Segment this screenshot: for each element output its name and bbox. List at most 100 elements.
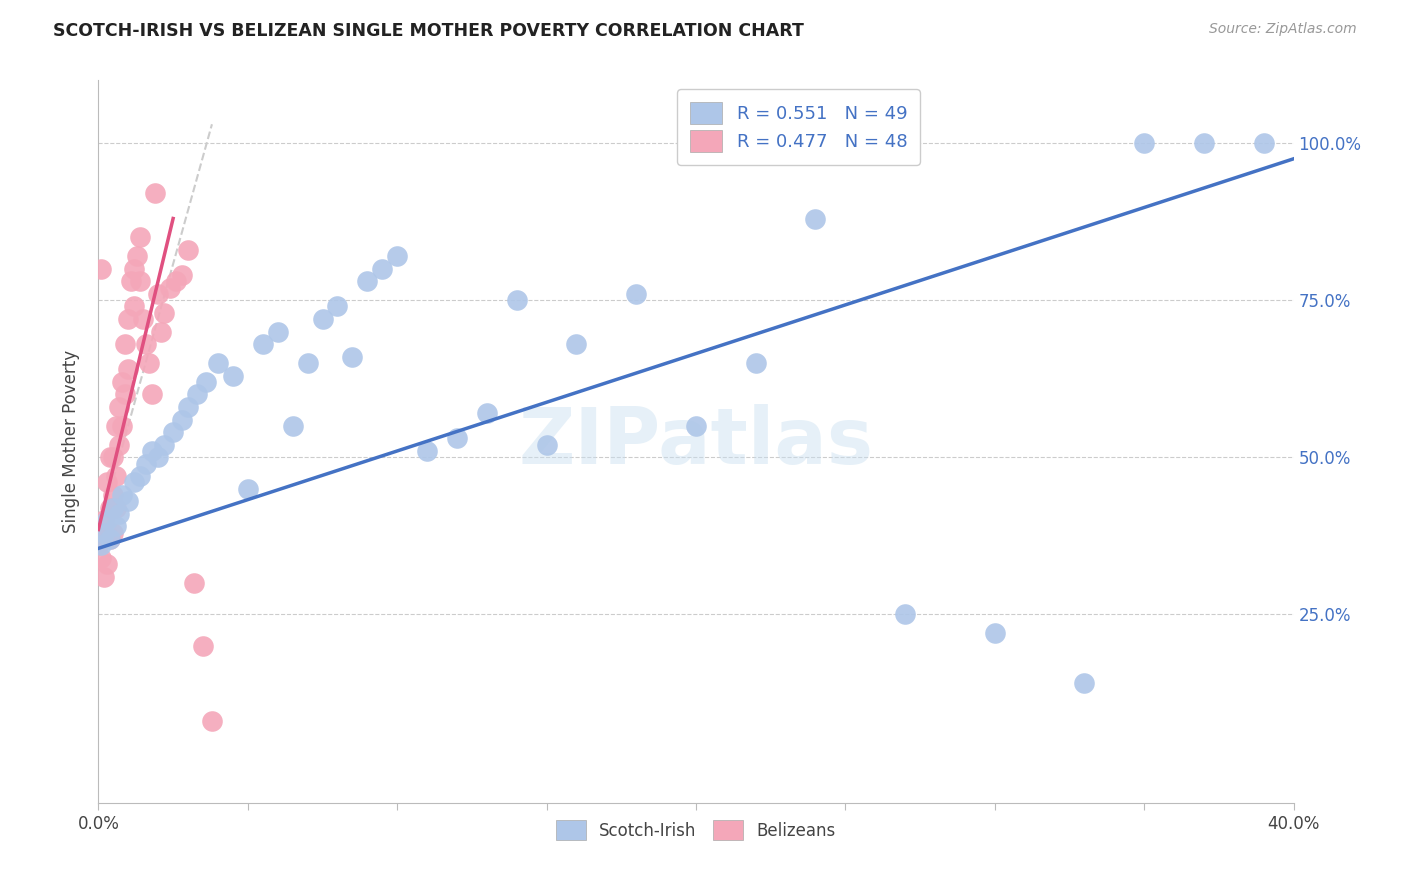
Point <box>111 488 134 502</box>
Text: ZIPatlas: ZIPatlas <box>519 403 873 480</box>
Point <box>108 507 131 521</box>
Point <box>165 274 187 288</box>
Point <box>984 626 1007 640</box>
Point <box>281 418 304 433</box>
Point <box>129 274 152 288</box>
Point <box>138 356 160 370</box>
Point <box>96 475 118 490</box>
Point <box>93 532 115 546</box>
Point <box>105 418 128 433</box>
Point <box>114 387 136 401</box>
Point <box>108 438 131 452</box>
Point <box>153 438 176 452</box>
Point <box>1192 136 1215 150</box>
Point <box>385 249 409 263</box>
Point <box>114 337 136 351</box>
Point <box>105 500 128 515</box>
Point <box>236 482 259 496</box>
Point <box>87 538 110 552</box>
Point <box>124 261 146 276</box>
Point <box>96 557 118 571</box>
Point <box>96 525 118 540</box>
Point <box>90 550 112 565</box>
Point <box>96 513 118 527</box>
Point <box>117 312 139 326</box>
Point <box>626 286 648 301</box>
Point <box>162 425 184 439</box>
Point <box>111 375 134 389</box>
Point <box>685 418 707 433</box>
Point <box>135 337 157 351</box>
Point <box>103 488 125 502</box>
Point <box>177 400 200 414</box>
Point <box>506 293 529 308</box>
Point <box>98 532 122 546</box>
Point <box>191 639 214 653</box>
Point <box>153 306 176 320</box>
Point <box>804 211 827 226</box>
Point <box>124 475 146 490</box>
Point <box>141 444 163 458</box>
Point <box>135 457 157 471</box>
Point <box>103 525 125 540</box>
Point <box>105 519 128 533</box>
Point <box>98 450 122 465</box>
Point <box>172 412 194 426</box>
Point <box>90 261 112 276</box>
Text: Source: ZipAtlas.com: Source: ZipAtlas.com <box>1209 22 1357 37</box>
Point <box>148 450 170 465</box>
Point <box>371 261 394 276</box>
Point <box>150 325 173 339</box>
Point <box>745 356 768 370</box>
Point <box>127 249 149 263</box>
Point <box>342 350 364 364</box>
Point <box>195 375 218 389</box>
Point <box>93 569 115 583</box>
Text: SCOTCH-IRISH VS BELIZEAN SINGLE MOTHER POVERTY CORRELATION CHART: SCOTCH-IRISH VS BELIZEAN SINGLE MOTHER P… <box>53 22 804 40</box>
Point <box>90 538 112 552</box>
Point <box>148 286 170 301</box>
Point <box>536 438 558 452</box>
Point <box>1133 136 1156 150</box>
Point <box>1073 676 1095 690</box>
Legend: Scotch-Irish, Belizeans: Scotch-Irish, Belizeans <box>548 812 844 848</box>
Point <box>98 532 122 546</box>
Point <box>183 575 205 590</box>
Point <box>311 312 333 326</box>
Point <box>475 406 498 420</box>
Point <box>159 280 181 294</box>
Point <box>108 400 131 414</box>
Point <box>111 418 134 433</box>
Point <box>446 431 468 445</box>
Point <box>143 186 166 201</box>
Point <box>129 230 152 244</box>
Point <box>356 274 378 288</box>
Point <box>565 337 588 351</box>
Y-axis label: Single Mother Poverty: Single Mother Poverty <box>62 350 80 533</box>
Point <box>1253 136 1275 150</box>
Point <box>103 500 125 515</box>
Point <box>252 337 274 351</box>
Point <box>105 469 128 483</box>
Point <box>103 450 125 465</box>
Point <box>120 274 142 288</box>
Point <box>93 525 115 540</box>
Point <box>90 525 112 540</box>
Point <box>129 469 152 483</box>
Point <box>117 362 139 376</box>
Point <box>124 300 146 314</box>
Point <box>93 513 115 527</box>
Point <box>141 387 163 401</box>
Point <box>297 356 319 370</box>
Point <box>267 325 290 339</box>
Point <box>894 607 917 622</box>
Point <box>416 444 439 458</box>
Point <box>186 387 208 401</box>
Point <box>222 368 245 383</box>
Point <box>177 243 200 257</box>
Point <box>201 714 224 728</box>
Point <box>98 500 122 515</box>
Point <box>207 356 229 370</box>
Point <box>326 300 349 314</box>
Point <box>132 312 155 326</box>
